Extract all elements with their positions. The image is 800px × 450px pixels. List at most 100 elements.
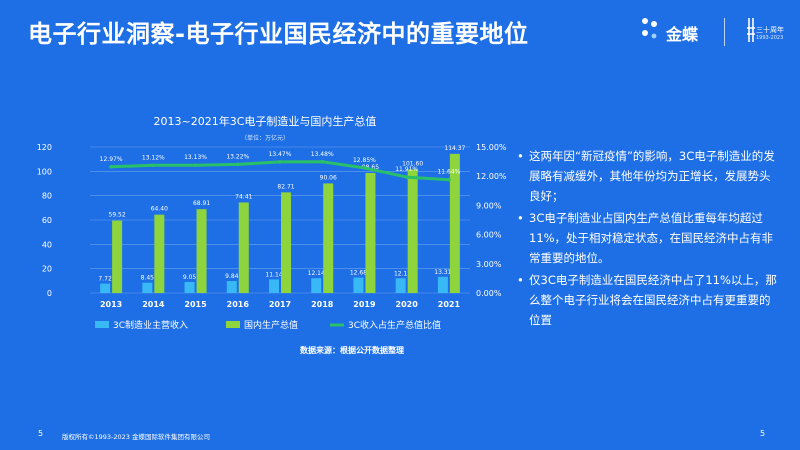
chart-title: 2013~2021年3C电子制造业与国内生产总值	[153, 115, 377, 128]
point-ratio	[447, 177, 451, 182]
y-tick-left: 80	[42, 192, 52, 201]
anniversary-mark-icon	[747, 18, 755, 42]
chart-svg: 0 20 40 60 80 100 120 0.00% 3.00% 6.00% 9.00% 12.00…	[37, 143, 507, 331]
data-label-gdp: 82.71	[277, 183, 294, 190]
data-label-gdp: 68.91	[193, 200, 210, 207]
bar-gdp	[407, 169, 418, 293]
bullet-dot-icon: •	[517, 211, 524, 225]
y-tick-left: 60	[42, 216, 52, 225]
x-tick-label: 2017	[269, 300, 291, 309]
logo-text: 金蝶	[666, 25, 699, 44]
bullet-text: 这两年因“新冠疫情”的影响，3C电子制造业的发展略有减缓外，其他年份均为正增长，…	[529, 149, 775, 203]
data-label-ratio: 13.12%	[142, 154, 165, 161]
data-label-gdp: 98.65	[362, 164, 379, 171]
bullet-dot-icon: •	[517, 273, 524, 287]
anniversary-text: 三十周年	[756, 26, 784, 34]
bar-revenue	[142, 282, 153, 293]
data-source: 数据来源：根据公开数据整理	[300, 346, 404, 355]
footer-copyright: 版权所有©1993-2023 金蝶国际软件集团有限公司	[62, 433, 210, 441]
legend-label: 3C制造业主营收入	[113, 319, 188, 331]
legend-label: 国内生产总值	[244, 319, 298, 331]
point-ratio	[193, 163, 198, 168]
bar-gdp	[365, 172, 376, 293]
page-number-right: 5	[760, 429, 766, 438]
data-label-revenue: 8.45	[141, 275, 155, 282]
y-tick-left: 0	[47, 289, 52, 298]
data-label-revenue: 12.14	[308, 270, 325, 277]
data-label-gdp: 74.41	[235, 193, 252, 200]
data-label-revenue: 12.1	[394, 270, 408, 277]
point-ratio	[278, 160, 282, 164]
data-label-gdp: 101.60	[402, 160, 423, 167]
data-label-gdp: 114.37	[444, 145, 465, 152]
data-label-ratio: 12.85%	[353, 157, 376, 164]
data-label-revenue: 7.72	[98, 276, 112, 283]
point-ratio	[362, 166, 367, 170]
bullet-item: • 3C电子制造业占国内生产总值比重每年均超过11%，处于相对稳定状态，在国民经济…	[517, 208, 781, 268]
bullet-item: • 仅3C电子制造业在国民经济中占了11%以上，那么整个电子行业将会在国民经济中占…	[517, 270, 781, 330]
point-ratio	[404, 175, 409, 179]
bar-revenue	[269, 279, 279, 293]
butterfly-logo-icon	[642, 18, 657, 39]
y-tick-right: 0.00%	[476, 289, 502, 298]
data-label-gdp: 64.40	[151, 206, 168, 213]
y-tick-right: 15.00%	[476, 143, 507, 152]
bullet-dot-icon: •	[517, 149, 524, 163]
data-label-revenue: 9.84	[225, 273, 239, 280]
bar-gdp	[154, 214, 165, 293]
x-tick-label: 2021	[438, 300, 461, 309]
x-tick-label: 2013	[100, 300, 122, 309]
data-label-gdp: 90.06	[320, 174, 337, 181]
chart: 2013~2021年3C电子制造业与国内生产总值 （单位：万亿元） 0 20 40 6…	[30, 110, 510, 350]
bar-revenue	[311, 278, 322, 293]
data-label-ratio: 13.13%	[184, 154, 207, 161]
y-tick-left: 100	[37, 167, 52, 176]
x-tick-label: 2015	[184, 300, 207, 309]
point-ratio	[320, 159, 325, 164]
bar-gdp	[238, 202, 249, 293]
x-tick-label: 2018	[311, 300, 334, 309]
point-ratio	[235, 162, 240, 167]
chart-unit: （单位：万亿元）	[240, 135, 289, 142]
page-number-left: 5	[38, 429, 44, 438]
anniversary-years: 1993-2023	[756, 35, 784, 41]
legend-swatch	[95, 321, 109, 328]
x-tick-label: 2019	[353, 300, 376, 309]
x-tick-label: 2014	[142, 300, 165, 309]
data-label-ratio: 11.64%	[437, 169, 460, 176]
data-label-ratio: 13.47%	[269, 151, 292, 158]
data-label-ratio: 12.97%	[100, 156, 123, 163]
bar-gdp	[112, 220, 123, 293]
data-label-gdp: 59.52	[109, 212, 126, 219]
data-label-ratio: 11.91%	[395, 166, 418, 173]
y-tick-left: 20	[42, 265, 52, 274]
bullet-text: 仅3C电子制造业在国民经济中占了11%以上，那么整个电子行业将会在国民经济中占有…	[529, 273, 777, 327]
y-tick-right: 3.00%	[476, 260, 502, 269]
logo-divider	[724, 18, 725, 46]
point-ratio	[109, 164, 113, 169]
y-tick-right: 6.00%	[476, 231, 502, 240]
y-tick-left: 40	[42, 240, 52, 249]
y-tick-right: 12.00%	[476, 172, 507, 181]
slide-title: 电子行业洞察-电子行业国民经济中的重要地位	[28, 20, 529, 48]
bullet-text: 3C电子制造业占国内生产总值比重每年均超过11%，处于相对稳定状态，在国民经济中…	[529, 211, 774, 265]
point-ratio	[151, 163, 156, 168]
bar-gdp	[281, 192, 291, 293]
legend-label: 3C收入占生产总值比值	[348, 319, 441, 331]
data-label-ratio: 13.48%	[311, 151, 334, 158]
bar-revenue	[100, 283, 111, 293]
bar-revenue	[395, 278, 406, 293]
bar-gdp	[449, 153, 460, 293]
bullet-item: • 这两年因“新冠疫情”的影响，3C电子制造业的发展略有减缓外，其他年份均为正增长…	[517, 146, 781, 206]
x-tick-label: 2020	[396, 300, 419, 309]
data-label-revenue: 11.14	[265, 271, 282, 278]
bar-revenue	[226, 281, 237, 293]
y-tick-right: 9.00%	[476, 201, 502, 210]
y-tick-left: 120	[37, 143, 52, 152]
bar-revenue	[437, 276, 448, 293]
bar-gdp	[323, 183, 334, 293]
bullet-list: • 这两年因“新冠疫情”的影响，3C电子制造业的发展略有减缓外，其他年份均为正增长…	[517, 146, 781, 332]
data-label-revenue: 12.68	[350, 270, 367, 277]
data-label-ratio: 13.22%	[226, 153, 249, 160]
data-label-revenue: 13.31	[434, 269, 451, 276]
